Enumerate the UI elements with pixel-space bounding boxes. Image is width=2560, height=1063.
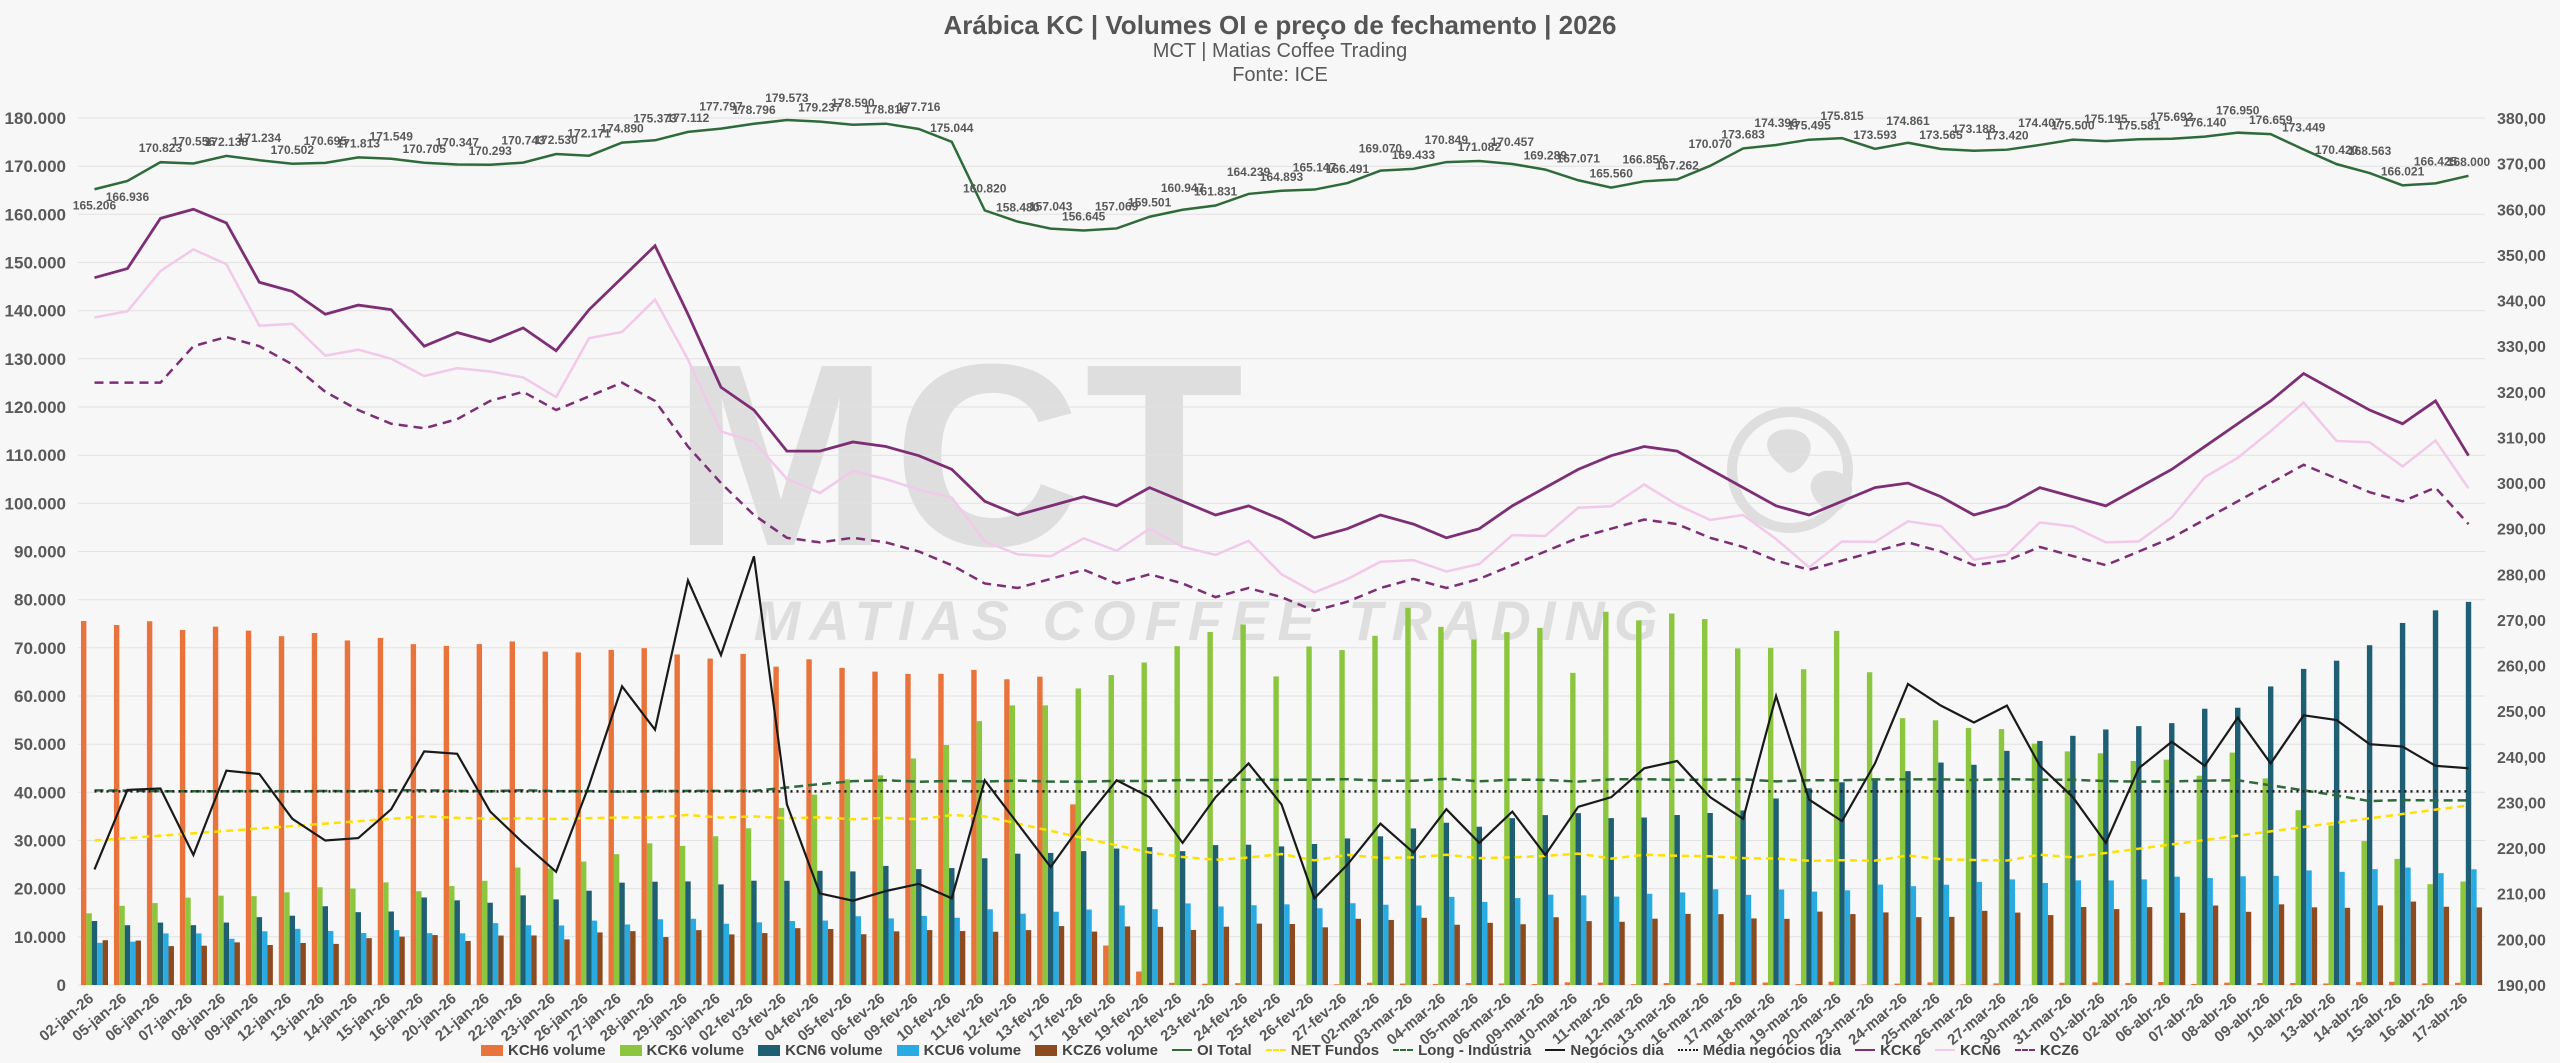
svg-text:310,00: 310,00 — [2497, 430, 2546, 447]
svg-text:168.000: 168.000 — [2447, 155, 2491, 169]
svg-text:380,00: 380,00 — [2497, 111, 2546, 128]
svg-text:150.000: 150.000 — [5, 254, 66, 273]
svg-text:100.000: 100.000 — [5, 494, 66, 513]
svg-text:260,00: 260,00 — [2497, 659, 2546, 676]
svg-text:200,00: 200,00 — [2497, 932, 2546, 949]
svg-text:175.044: 175.044 — [930, 121, 974, 135]
svg-text:180.000: 180.000 — [5, 109, 66, 128]
svg-text:280,00: 280,00 — [2497, 567, 2546, 584]
svg-text:0: 0 — [57, 976, 66, 995]
svg-text:120.000: 120.000 — [5, 398, 66, 417]
svg-text:220,00: 220,00 — [2497, 841, 2546, 858]
svg-text:174.861: 174.861 — [1886, 114, 1930, 128]
svg-text:350,00: 350,00 — [2497, 248, 2546, 265]
svg-text:173.420: 173.420 — [1985, 129, 2029, 143]
svg-text:166.491: 166.491 — [1326, 162, 1370, 176]
svg-text:190,00: 190,00 — [2497, 978, 2546, 995]
svg-text:340,00: 340,00 — [2497, 294, 2546, 311]
svg-text:90.000: 90.000 — [14, 543, 66, 562]
svg-text:166.936: 166.936 — [106, 190, 150, 204]
svg-text:370,00: 370,00 — [2497, 157, 2546, 174]
svg-text:290,00: 290,00 — [2497, 522, 2546, 539]
svg-text:80.000: 80.000 — [14, 591, 66, 610]
svg-text:230,00: 230,00 — [2497, 796, 2546, 813]
svg-text:30.000: 30.000 — [14, 832, 66, 851]
svg-text:173.449: 173.449 — [2282, 121, 2326, 135]
svg-text:170.457: 170.457 — [1491, 135, 1535, 149]
svg-text:50.000: 50.000 — [14, 735, 66, 754]
svg-text:360,00: 360,00 — [2497, 202, 2546, 219]
svg-text:159.501: 159.501 — [1128, 196, 1172, 210]
svg-text:10.000: 10.000 — [14, 928, 66, 947]
svg-text:250,00: 250,00 — [2497, 704, 2546, 721]
svg-text:60.000: 60.000 — [14, 687, 66, 706]
svg-text:160.000: 160.000 — [5, 205, 66, 224]
svg-text:330,00: 330,00 — [2497, 339, 2546, 356]
svg-text:270,00: 270,00 — [2497, 613, 2546, 630]
svg-text:320,00: 320,00 — [2497, 385, 2546, 402]
svg-text:130.000: 130.000 — [5, 350, 66, 369]
svg-text:240,00: 240,00 — [2497, 750, 2546, 767]
svg-text:161.831: 161.831 — [1194, 185, 1238, 199]
svg-text:210,00: 210,00 — [2497, 887, 2546, 904]
svg-text:173.593: 173.593 — [1853, 128, 1897, 142]
svg-text:167.262: 167.262 — [1655, 158, 1699, 172]
svg-text:70.000: 70.000 — [14, 639, 66, 658]
svg-text:170.000: 170.000 — [5, 157, 66, 176]
svg-text:169.433: 169.433 — [1392, 148, 1436, 162]
svg-text:110.000: 110.000 — [5, 446, 66, 465]
svg-text:40.000: 40.000 — [14, 783, 66, 802]
svg-text:140.000: 140.000 — [5, 302, 66, 321]
svg-text:20.000: 20.000 — [14, 880, 66, 899]
svg-text:160.820: 160.820 — [963, 181, 1007, 195]
svg-text:168.563: 168.563 — [2348, 144, 2392, 158]
svg-text:MCT: MCT — [672, 311, 1247, 601]
svg-text:177.716: 177.716 — [897, 100, 941, 114]
svg-text:167.071: 167.071 — [1557, 151, 1601, 165]
svg-text:165.560: 165.560 — [1590, 167, 1634, 181]
svg-text:175.815: 175.815 — [1820, 109, 1864, 123]
svg-text:300,00: 300,00 — [2497, 476, 2546, 493]
